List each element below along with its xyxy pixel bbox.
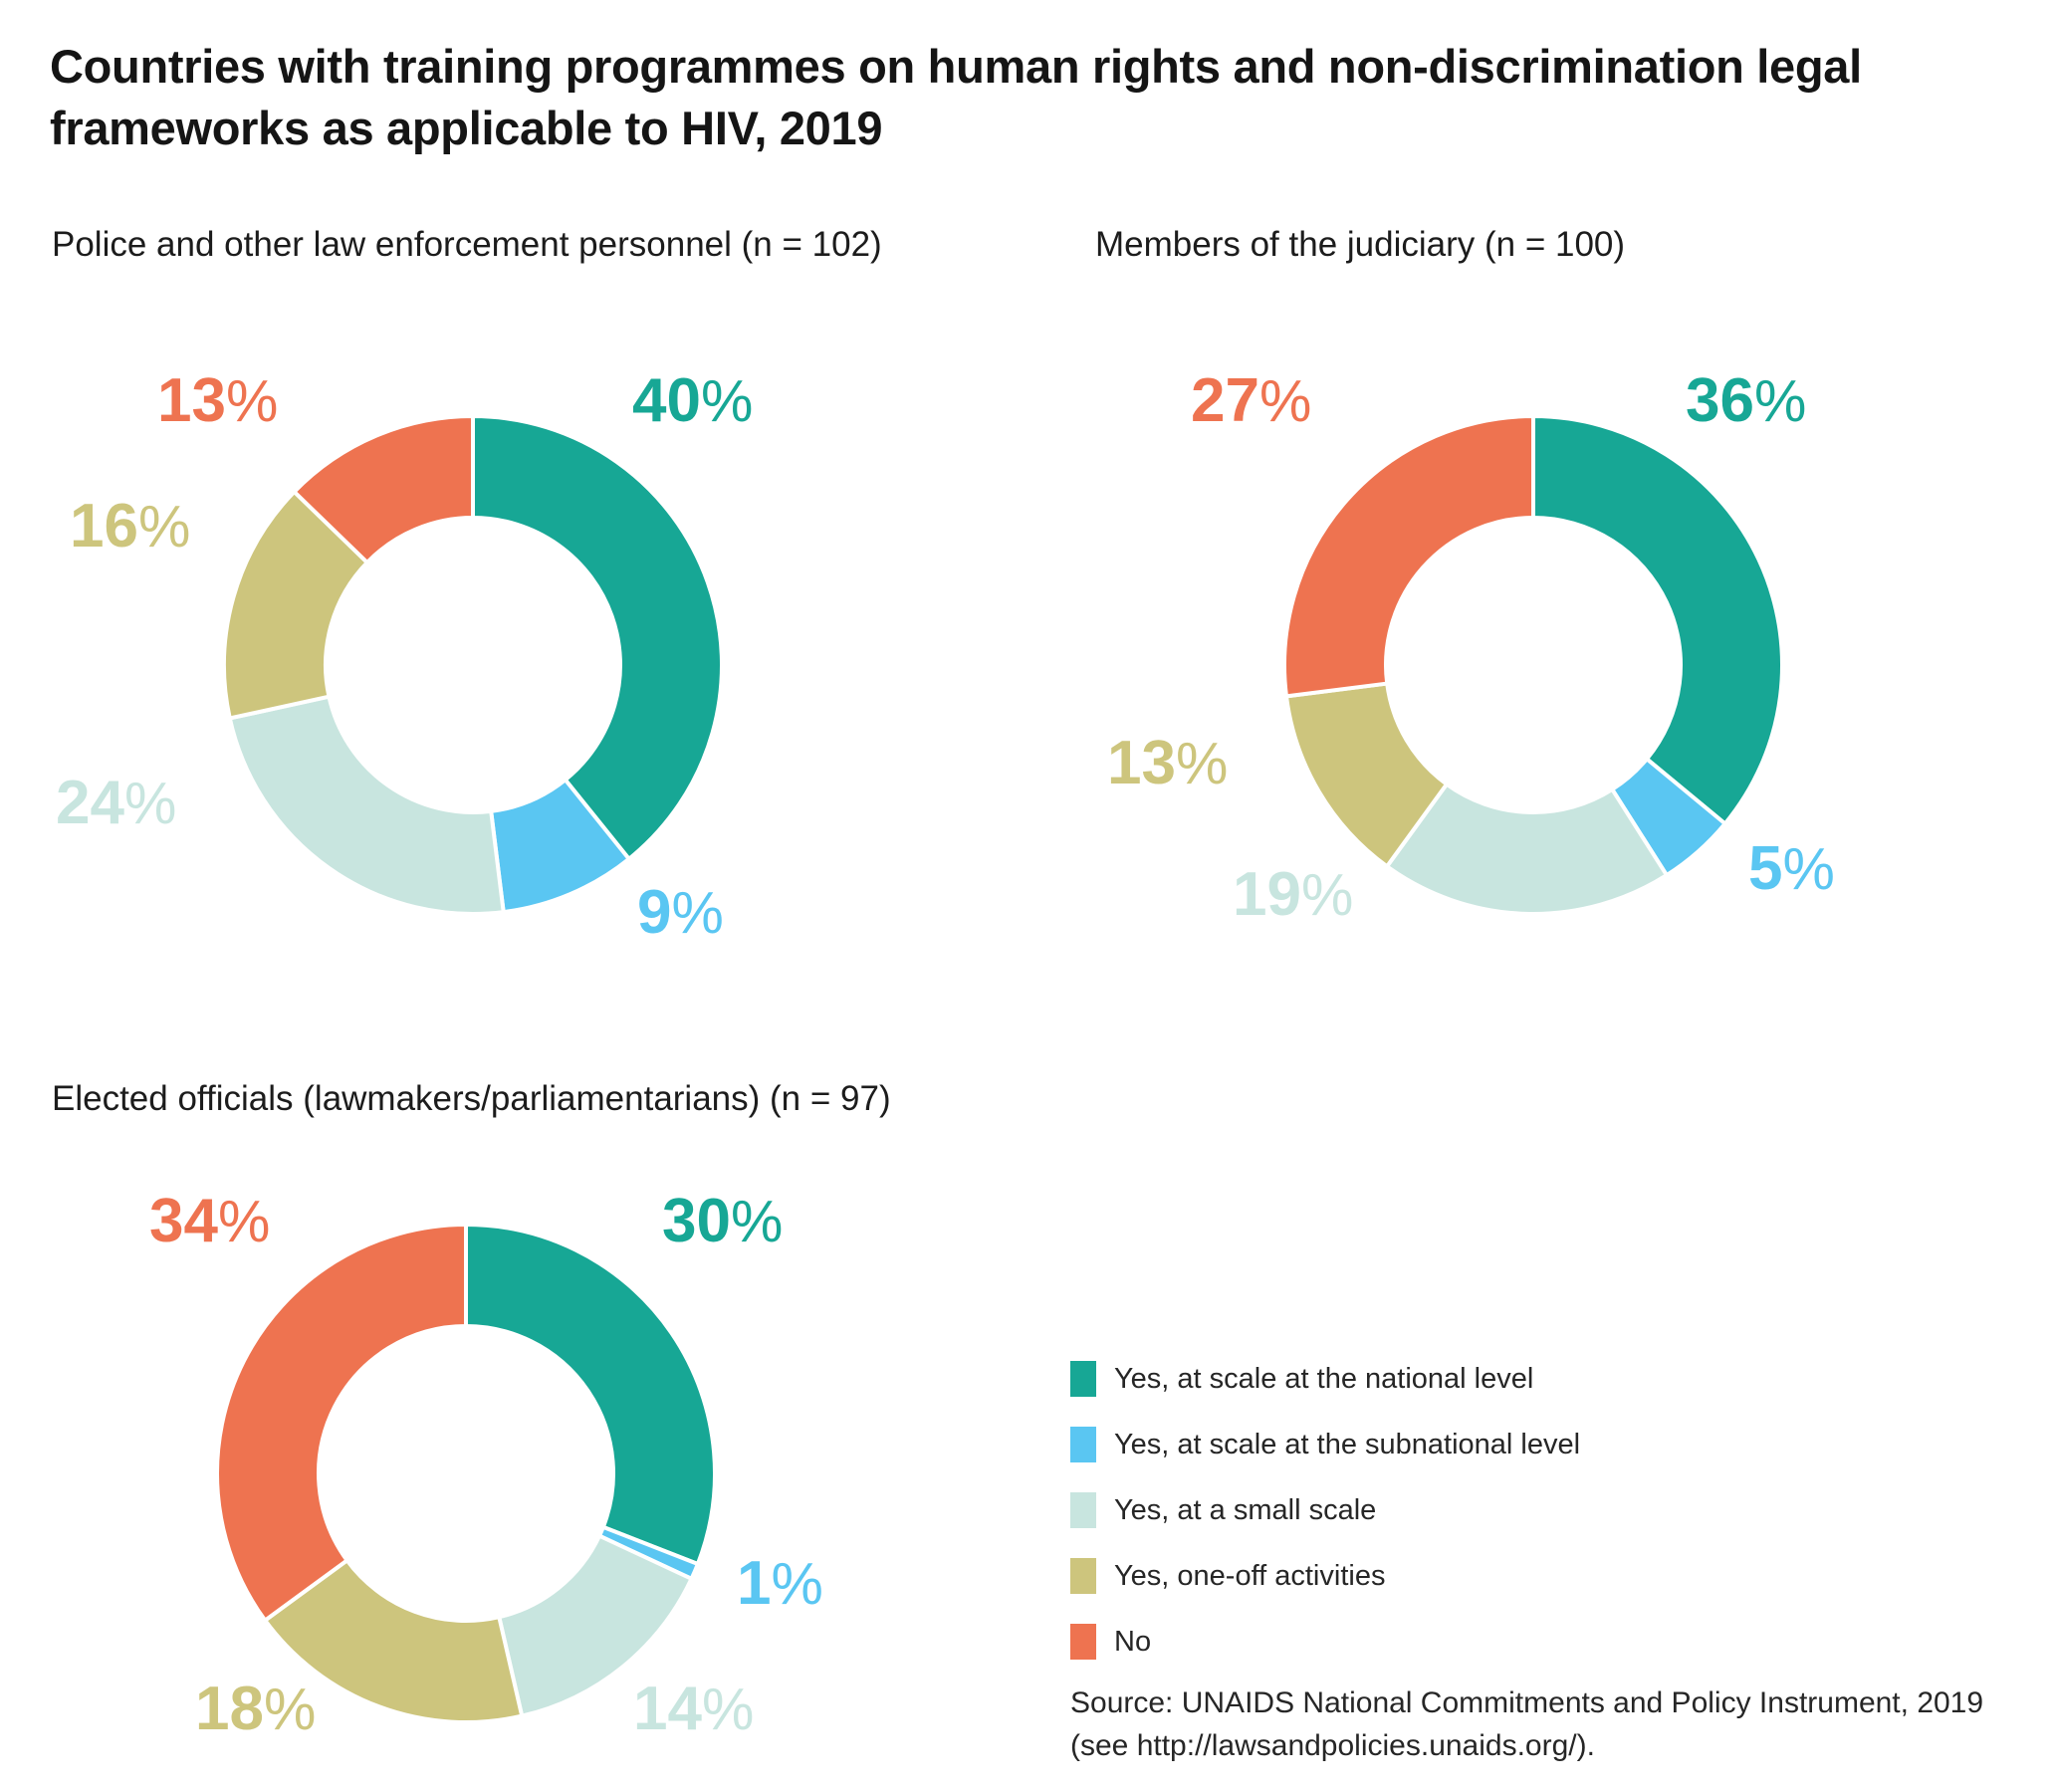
percent-label: 24% <box>56 769 177 837</box>
donut-slice-yes-small-scale <box>227 694 506 916</box>
legend-label: Yes, one-off activities <box>1114 1559 1386 1592</box>
percent-label: 30% <box>662 1187 784 1255</box>
donut-slice-yes-national <box>464 1223 717 1566</box>
donut-slice-yes-national <box>1531 414 1784 826</box>
chart-subtitle-judiciary: Members of the judiciary (n = 100) <box>1095 225 1626 264</box>
legend-label: Yes, at a small scale <box>1114 1493 1377 1526</box>
legend-swatch-orange <box>1070 1624 1096 1660</box>
donut-slice-no <box>214 1223 468 1623</box>
legend-item-yes-small-scale: Yes, at a small scale <box>1070 1491 1580 1529</box>
legend-swatch-teal <box>1070 1361 1096 1397</box>
legend-swatch-blue <box>1070 1427 1096 1462</box>
percent-label: 19% <box>1233 860 1354 929</box>
donut-slice-yes-national <box>471 414 724 861</box>
legend-item-yes-subnational: Yes, at scale at the subnational level <box>1070 1426 1580 1463</box>
percent-label: 14% <box>633 1675 755 1743</box>
source-line1: Source: UNAIDS National Commitments and … <box>1070 1686 1984 1719</box>
donut-chart-police <box>222 414 724 916</box>
legend: Yes, at scale at the national level Yes,… <box>1070 1360 1580 1688</box>
legend-swatch-mint <box>1070 1492 1096 1528</box>
chart-subtitle-elected-officials: Elected officials (lawmakers/parliamenta… <box>52 1079 891 1118</box>
source-note: Source: UNAIDS National Commitments and … <box>1070 1682 2026 1767</box>
percent-label: 18% <box>195 1675 317 1743</box>
chart-subtitle-police: Police and other law enforcement personn… <box>52 225 882 264</box>
legend-label: No <box>1114 1625 1152 1658</box>
legend-label: Yes, at scale at the subnational level <box>1114 1428 1581 1460</box>
donut-slice-no <box>1282 414 1535 699</box>
percent-label: 40% <box>632 366 754 435</box>
percent-label: 1% <box>737 1549 823 1618</box>
percent-label: 9% <box>637 878 724 947</box>
percent-label: 16% <box>70 492 191 560</box>
source-line2: (see http://lawsandpolicies.unaids.org/)… <box>1070 1728 1595 1762</box>
legend-item-yes-one-off: Yes, one-off activities <box>1070 1557 1580 1595</box>
donut-chart-judiciary <box>1282 414 1784 916</box>
percent-label: 34% <box>149 1187 271 1255</box>
percent-label: 5% <box>1748 834 1835 903</box>
legend-item-no: No <box>1070 1623 1580 1661</box>
percent-label: 13% <box>157 366 279 435</box>
percent-label: 36% <box>1686 366 1807 435</box>
donut-chart-elected-officials <box>214 1223 717 1724</box>
legend-swatch-khaki <box>1070 1558 1096 1594</box>
donut-slice-yes-small-scale <box>1385 782 1669 916</box>
legend-item-yes-national: Yes, at scale at the national level <box>1070 1360 1580 1398</box>
percent-label: 27% <box>1191 366 1312 435</box>
figure-title: Countries with training programmes on hu… <box>50 40 1862 155</box>
percent-label: 13% <box>1107 729 1229 797</box>
legend-label: Yes, at scale at the national level <box>1114 1362 1534 1395</box>
donut-slice-no <box>292 414 475 564</box>
donut-slice-yes-one-off <box>263 1558 525 1724</box>
